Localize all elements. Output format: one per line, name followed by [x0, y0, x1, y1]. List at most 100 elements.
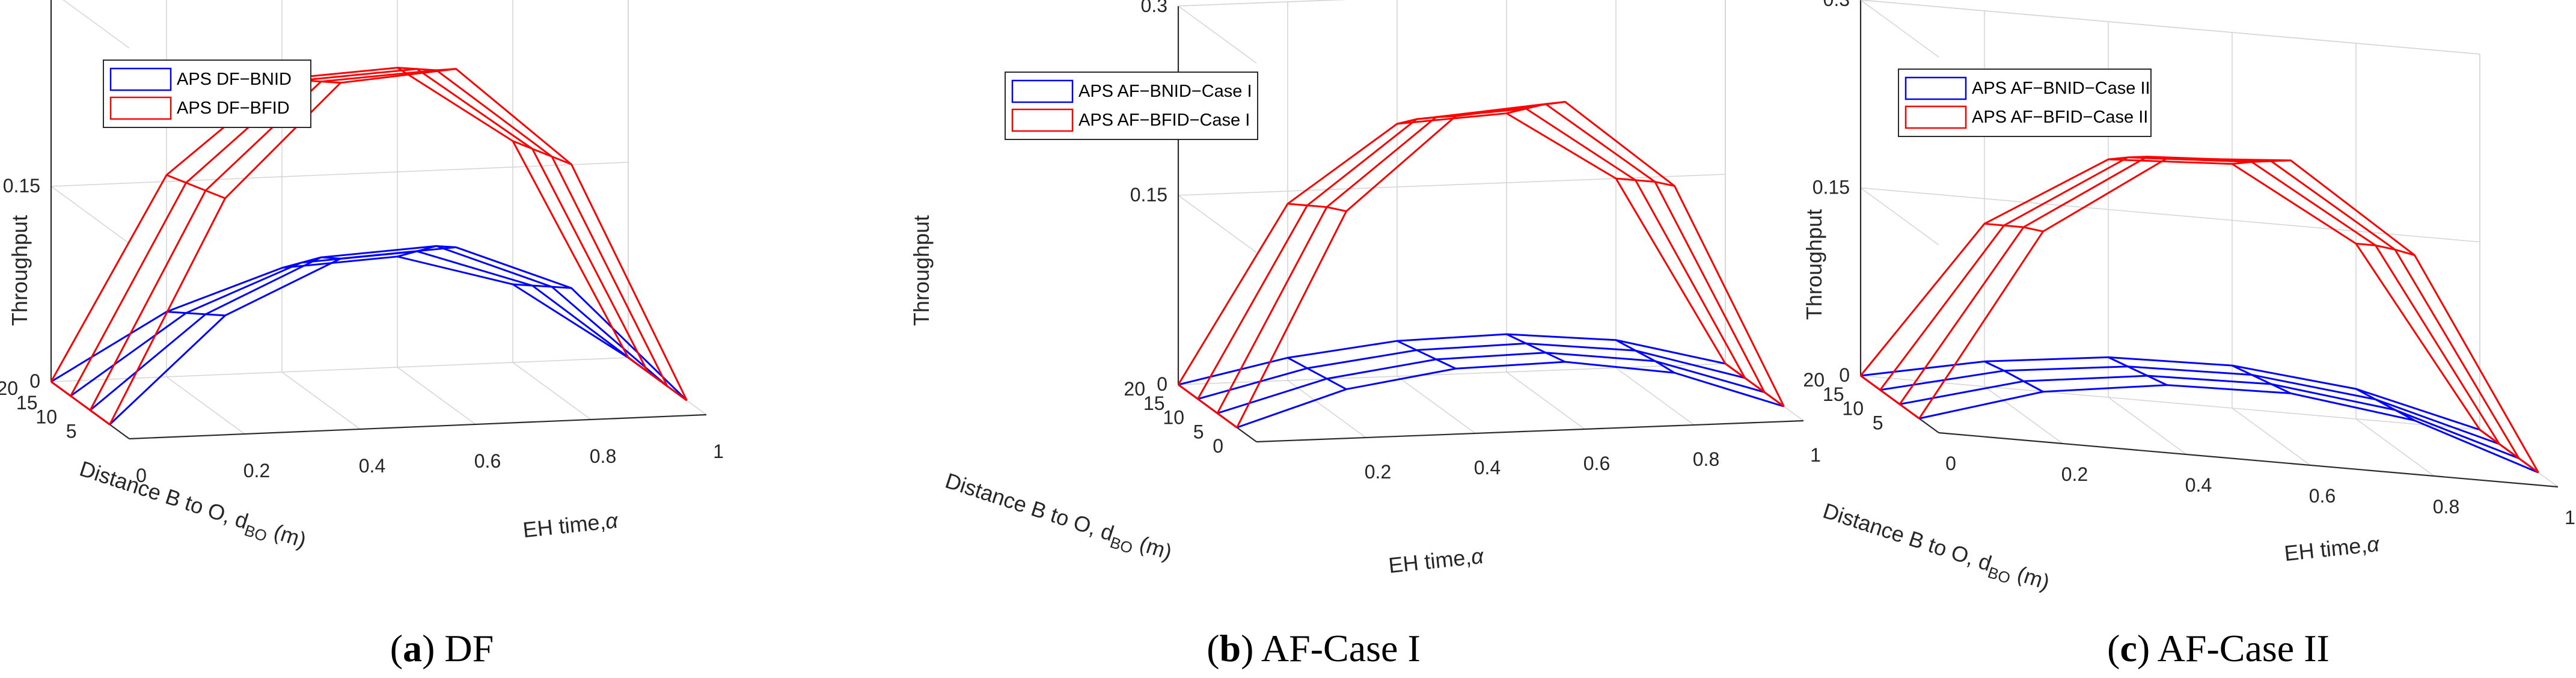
mesh-line-y: [1506, 333, 1566, 363]
mesh-line-y: [1984, 222, 2043, 233]
mesh-line-x: [1217, 352, 1765, 414]
panel-caption: (c) AF-Case II: [2107, 627, 2330, 670]
x-tick-label: 0.8: [1693, 448, 1719, 470]
grid-walls: [1178, 0, 1804, 442]
top-edge: [1178, 0, 1347, 7]
z-tick-label: 0: [1839, 364, 1850, 386]
mesh-line-x: [1899, 374, 2519, 459]
mesh-line-y: [166, 311, 225, 317]
y-axis-label-unit: (m): [265, 518, 310, 553]
y-tick-label: 10: [1163, 407, 1184, 429]
caption-open-paren: (: [1207, 627, 1219, 670]
mesh-line-x: [1237, 361, 1784, 429]
y-tick-label: 20: [0, 377, 18, 399]
mesh-line-y: [1860, 374, 1920, 420]
legend: APS DF−BNID APS DF−BFID: [103, 60, 311, 128]
caption-close-paren: ): [422, 627, 444, 670]
gridline-x-floor: [512, 362, 592, 420]
legend-swatch: [1011, 108, 1074, 132]
mesh-line-y: [2108, 156, 2167, 160]
y-tick-label: 5: [66, 420, 77, 442]
y-tick-label: 5: [1873, 412, 1883, 433]
z-tick-label: 0.15: [1813, 177, 1850, 198]
mesh-line-y: [2232, 159, 2291, 165]
mesh-line-y: [1506, 100, 1565, 114]
mesh-line-y: [166, 174, 226, 200]
y-tick-label: 15: [1823, 383, 1844, 405]
x-tick-label: 0.4: [2185, 474, 2212, 496]
mesh-line-y: [2355, 388, 2415, 421]
x-tick-label: 0: [1945, 453, 1956, 474]
x-axis-label-text: EH time,: [1387, 545, 1473, 578]
x-tick-label: 0.4: [359, 455, 385, 477]
legend: APS AF−BNID−Case I APS AF−BFID−Case I: [1005, 72, 1258, 140]
mesh-line-y: [1397, 115, 1456, 125]
caption-open-paren: (: [390, 627, 403, 670]
mesh-line-x: [109, 246, 688, 426]
gridline-z-side: [1860, 187, 1939, 246]
gridline-x-floor: [1397, 376, 1476, 434]
gridline-z: [1178, 363, 1726, 385]
mesh-line-y: [512, 283, 572, 289]
legend-label: APS AF−BNID−Case II: [1972, 79, 2150, 98]
legend-label: APS DF−BFID: [177, 99, 290, 118]
gridline-x-floor: [1984, 386, 2063, 444]
mesh-line-y: [2355, 242, 2415, 256]
y-axis-label-sub: BO: [1108, 533, 1135, 557]
x-axis-label: EH time,α: [1387, 543, 1485, 578]
caption-open-paren: (: [2107, 627, 2120, 670]
legend-swatch: [109, 67, 172, 91]
gridline-z-side: [1860, 0, 1939, 58]
x-axis-label-symbol: α: [1470, 543, 1485, 569]
mesh-line-y: [1725, 362, 1785, 408]
mesh-line-x: [50, 67, 629, 382]
x-tick-label: 0.2: [1365, 461, 1391, 483]
surface-bfid: [50, 67, 688, 426]
z-tick-label: 0.3: [14, 0, 40, 1]
x-tick-label: 0.6: [474, 450, 501, 472]
mesh-line-y: [1287, 203, 1347, 212]
surface-bfid: [1177, 100, 1785, 429]
panel-caption: (b) AF-Case I: [1207, 627, 1421, 670]
panel-caption: (a) DF: [390, 627, 494, 670]
mesh-line-y: [397, 67, 456, 72]
x-axis-label: EH time,α: [2283, 531, 2381, 566]
x-tick-label: 0: [136, 465, 147, 486]
x-tick-label: 0.8: [2433, 496, 2459, 518]
surface-bfid: [1859, 156, 2539, 474]
x-axis-line: [1256, 420, 1804, 443]
y-axis-label: Distance B to O, dBO (m): [1819, 498, 2053, 599]
mesh-line-y: [281, 256, 341, 269]
mesh-line-x: [1197, 108, 1746, 400]
caption-close-paren: ): [2137, 627, 2158, 670]
mesh-line-y: [2232, 364, 2292, 394]
gridline-x-floor: [166, 376, 245, 435]
y-axis-label-unit: (m): [2008, 560, 2053, 595]
legend: APS AF−BNID−Case II APS AF−BFID−Case II: [1898, 69, 2152, 137]
y-tick-label: 0: [1213, 435, 1223, 457]
z-tick-label: 0.3: [1141, 0, 1167, 16]
y-tick-label: 10: [1842, 398, 1864, 420]
axes: [1177, 0, 1804, 443]
gridline-x-floor: [2232, 408, 2311, 466]
y-axis-label: Distance B to O, dBO (m): [941, 468, 1175, 569]
gridline-x-floor: [397, 367, 476, 425]
gridline-z: [50, 357, 629, 382]
x-tick-label: 0.2: [2061, 463, 2088, 485]
y-tick-label: 20: [1803, 369, 1825, 391]
mesh-line-y: [397, 245, 456, 258]
legend-label: APS AF−BFID−Case II: [1972, 108, 2148, 127]
mesh-line-y: [1615, 177, 1675, 187]
x-axis-label-symbol: α: [2366, 531, 2381, 557]
legend-swatch: [1904, 76, 1967, 100]
x-tick-label: 0.6: [2309, 485, 2336, 507]
mesh-line-y: [512, 140, 572, 165]
mesh-line-y: [50, 380, 111, 426]
legend-label: APS AF−BFID−Case I: [1078, 111, 1250, 130]
x-axis-label-text: EH time,: [2283, 533, 2369, 566]
mesh-line-x: [1860, 356, 2480, 431]
gridline-x-floor: [1615, 367, 1695, 426]
x-axis-label-symbol: α: [604, 508, 620, 534]
x-tick-label: 0.4: [1474, 457, 1501, 478]
x-axis-label-text: EH time,: [522, 509, 607, 542]
